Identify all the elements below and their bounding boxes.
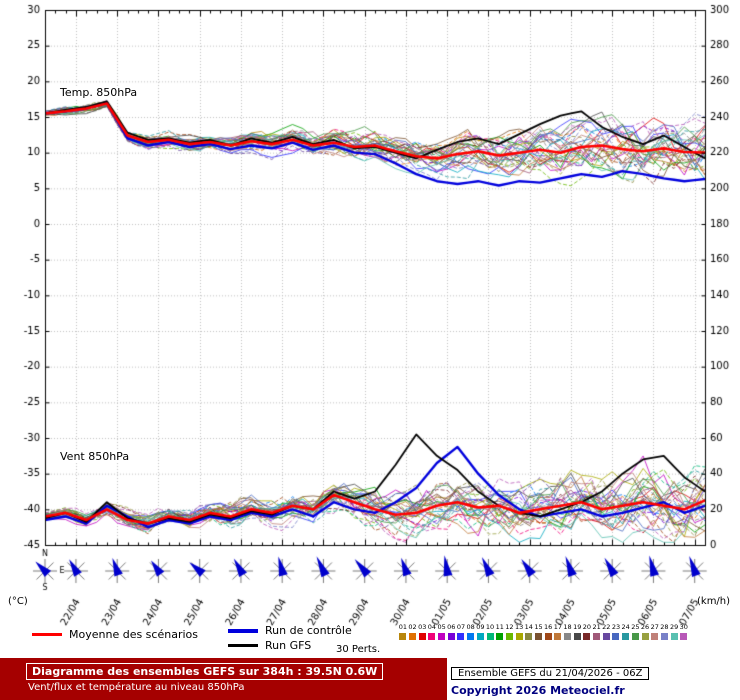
gfs-line-swatch <box>228 644 258 647</box>
ensemble-chart-canvas <box>0 0 740 660</box>
perturbation-swatch: 20 <box>582 623 592 640</box>
banner-right: Ensemble GEFS du 21/04/2026 - 06Z Copyri… <box>447 658 740 700</box>
footer-banner: Diagramme des ensembles GEFS sur 384h : … <box>0 658 740 700</box>
perturbation-swatch: 25 <box>631 623 641 640</box>
perturbation-swatch: 18 <box>563 623 573 640</box>
right-axis-unit: (km/h) <box>697 596 731 607</box>
perturbation-swatch: 24 <box>621 623 631 640</box>
perturbation-swatch: 10 <box>485 623 495 640</box>
perturbation-swatch: 09 <box>476 623 486 640</box>
perturbation-swatch: 14 <box>524 623 534 640</box>
perturbation-swatch: 22 <box>601 623 611 640</box>
perturbation-swatch: 08 <box>466 623 476 640</box>
banner-title: Diagramme des ensembles GEFS sur 384h : … <box>26 663 384 680</box>
perturbation-swatch: 04 <box>427 623 437 640</box>
left-axis-unit: (°C) <box>8 596 28 607</box>
perturbation-swatch: 03 <box>417 623 427 640</box>
perturbation-swatch: 27 <box>650 623 660 640</box>
perturbation-swatch: 11 <box>495 623 505 640</box>
control-line-swatch <box>228 628 258 633</box>
perturbation-swatch: 16 <box>543 623 553 640</box>
perturbation-swatch: 17 <box>553 623 563 640</box>
mean-line-swatch <box>32 633 62 636</box>
perturbation-swatch: 26 <box>640 623 650 640</box>
perturbation-swatch: 13 <box>514 623 524 640</box>
wind-series-label: Vent 850hPa <box>58 450 132 463</box>
temp-series-label: Temp. 850hPa <box>58 86 140 99</box>
banner-left: Diagramme des ensembles GEFS sur 384h : … <box>0 658 447 700</box>
perturbation-swatch: 30 <box>679 623 689 640</box>
perturbation-swatch: 07 <box>456 623 466 640</box>
copyright: Copyright 2026 Meteociel.fr <box>451 684 625 697</box>
legend-gfs-label: Run GFS <box>265 639 312 652</box>
perturbation-swatch: 05 <box>437 623 447 640</box>
perturbation-swatch: 15 <box>534 623 544 640</box>
perturbation-legend: 01 02 03 04 05 06 07 08 09 10 11 12 13 14 15 16 17 18 19 20… <box>398 623 689 640</box>
perturbation-swatch: 06 <box>446 623 456 640</box>
banner-subtitle: Vent/flux et température au niveau 850hP… <box>28 682 245 693</box>
perturbation-swatch: 28 <box>660 623 670 640</box>
legend-perts-label: 30 Perts. <box>336 644 381 655</box>
legend-control: Run de contrôle <box>228 624 352 637</box>
legend-gfs: Run GFS <box>228 639 311 652</box>
legend-control-label: Run de contrôle <box>265 624 352 637</box>
run-info: Ensemble GEFS du 21/04/2026 - 06Z <box>451 667 650 680</box>
perturbation-swatch: 01 <box>398 623 408 640</box>
perturbation-swatch: 12 <box>505 623 515 640</box>
perturbation-swatch: 19 <box>572 623 582 640</box>
perturbation-swatch: 21 <box>592 623 602 640</box>
legend-mean: Moyenne des scénarios <box>32 628 198 641</box>
perturbation-swatch: 02 <box>408 623 418 640</box>
perturbation-swatch: 23 <box>611 623 621 640</box>
legend-mean-label: Moyenne des scénarios <box>69 628 198 641</box>
perturbation-swatch: 29 <box>669 623 679 640</box>
